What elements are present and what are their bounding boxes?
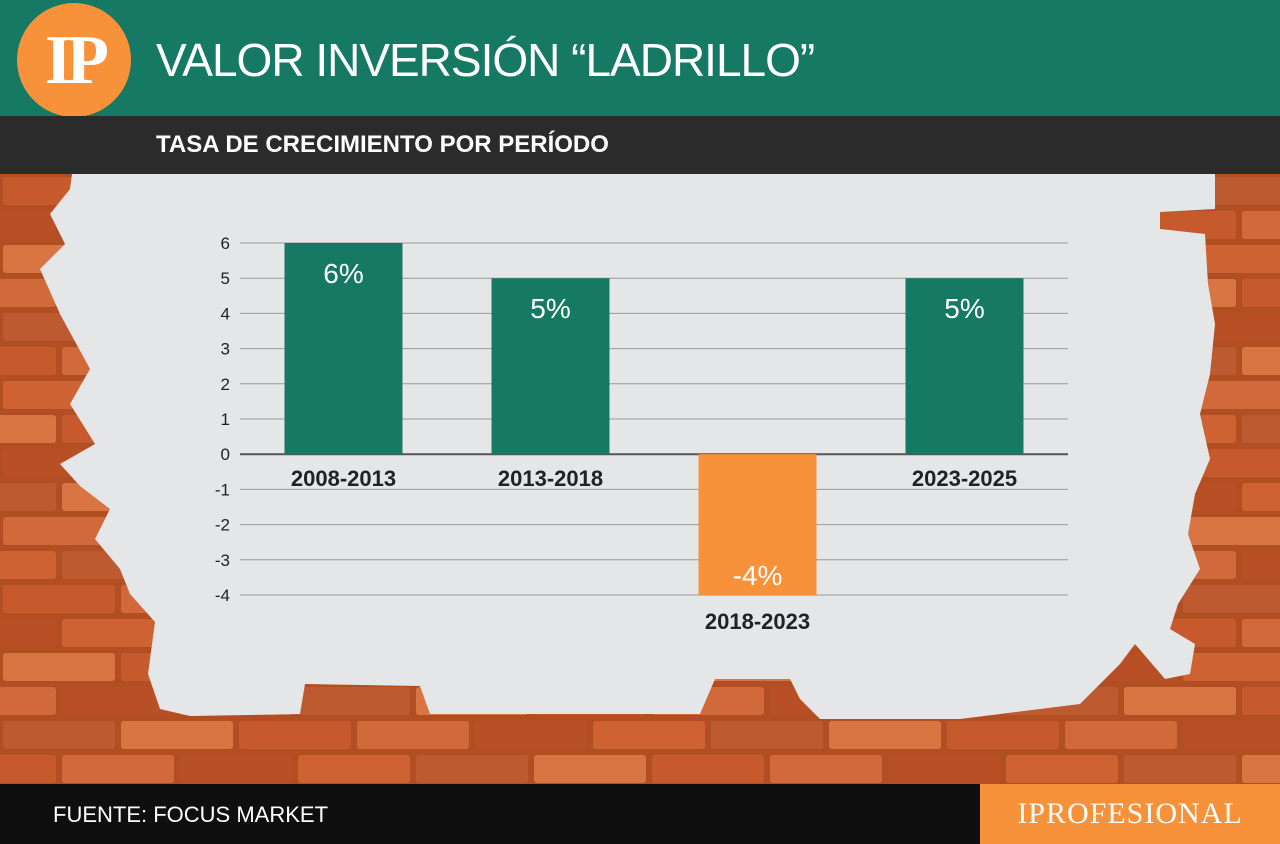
brick: [1242, 279, 1280, 307]
y-tick-label: 4: [221, 304, 230, 323]
category-label: 2008-2013: [291, 466, 396, 491]
brick: [1183, 517, 1280, 545]
brick: [298, 755, 410, 783]
y-tick-label: 3: [221, 340, 230, 359]
bar-chart: 6 5 4 3 2 1 0 -1 -2 -3 -4 6% 2008-2013 5% 2013-2018 -4%…: [215, 234, 1068, 634]
brick: [1006, 755, 1118, 783]
brick: [1124, 687, 1236, 715]
ip-logo: IP: [17, 3, 131, 117]
brick: [62, 687, 174, 715]
y-tick-label: 6: [221, 234, 230, 253]
brick: [1242, 619, 1280, 647]
brick: [0, 755, 56, 783]
bar-value-label: -4%: [733, 560, 783, 591]
bar: [491, 278, 610, 455]
bar: [284, 243, 403, 455]
brand-box: IPROFESIONAL: [980, 784, 1280, 844]
brick: [62, 755, 174, 783]
y-tick-label: 0: [221, 445, 230, 464]
logo-text: IP: [45, 22, 109, 99]
brick: [3, 653, 115, 681]
brick: [1183, 721, 1280, 749]
y-tick-label: -1: [215, 480, 230, 499]
bar-value-label: 5%: [530, 293, 570, 324]
page-title: VALOR INVERSIÓN “LADRILLO”: [156, 34, 815, 86]
brick: [1242, 755, 1280, 783]
brick: [0, 415, 56, 443]
brick: [298, 687, 410, 715]
brick: [0, 347, 56, 375]
brick: [1242, 483, 1280, 511]
brick: [1065, 721, 1177, 749]
y-tick-label: -4: [215, 586, 230, 605]
brick: [1242, 347, 1280, 375]
brick: [0, 619, 56, 647]
brick: [947, 721, 1059, 749]
header-bar: IP VALOR INVERSIÓN “LADRILLO”: [0, 0, 1280, 117]
brand-logo-text: IPROFESIONAL: [1017, 797, 1243, 830]
brick: [0, 211, 56, 239]
brick: [0, 483, 56, 511]
bar: [698, 454, 817, 595]
brick: [1183, 381, 1280, 409]
brick: [1124, 755, 1236, 783]
brick: [0, 551, 56, 579]
y-tick-label: -2: [215, 516, 230, 535]
brick: [3, 721, 115, 749]
y-tick-label: -3: [215, 551, 230, 570]
y-tick-label: 2: [221, 375, 230, 394]
category-label: 2013-2018: [498, 466, 603, 491]
y-tick-label: 1: [221, 410, 230, 429]
y-tick-label: 5: [221, 269, 230, 288]
bar-value-label: 5%: [944, 293, 984, 324]
brick: [1242, 211, 1280, 239]
brick: [180, 755, 292, 783]
brick: [121, 721, 233, 749]
brick: [888, 755, 1000, 783]
brick: [3, 517, 115, 545]
brick: [652, 755, 764, 783]
brick: [357, 721, 469, 749]
brick: [0, 687, 56, 715]
brick: [416, 755, 528, 783]
brick: [1242, 687, 1280, 715]
category-label: 2023-2025: [912, 466, 1017, 491]
bar-value-label: 6%: [323, 258, 363, 289]
brick: [711, 721, 823, 749]
category-label: 2018-2023: [705, 609, 810, 634]
bar: [905, 278, 1024, 455]
brick: [0, 279, 56, 307]
chart-subtitle: TASA DE CRECIMIENTO POR PERÍODO: [156, 131, 609, 158]
brick: [1183, 245, 1280, 273]
brick: [829, 721, 941, 749]
brick: [770, 755, 882, 783]
brick: [593, 721, 705, 749]
brick: [475, 721, 587, 749]
brick: [3, 585, 115, 613]
brick: [1242, 551, 1280, 579]
brick: [1242, 415, 1280, 443]
brick: [1183, 585, 1280, 613]
brick-wall-background: 6 5 4 3 2 1 0 -1 -2 -3 -4 6% 2008-2013 5% 2013-2018 -4%…: [0, 174, 1280, 784]
source-credit: FUENTE: FOCUS MARKET: [53, 802, 329, 827]
subtitle-bar: TASA DE CRECIMIENTO POR PERÍODO: [0, 116, 1280, 174]
brick: [62, 619, 174, 647]
footer-bar: FUENTE: FOCUS MARKET IPROFESIONAL: [0, 784, 1280, 844]
brick: [239, 721, 351, 749]
brick: [1183, 653, 1280, 681]
brick: [534, 755, 646, 783]
